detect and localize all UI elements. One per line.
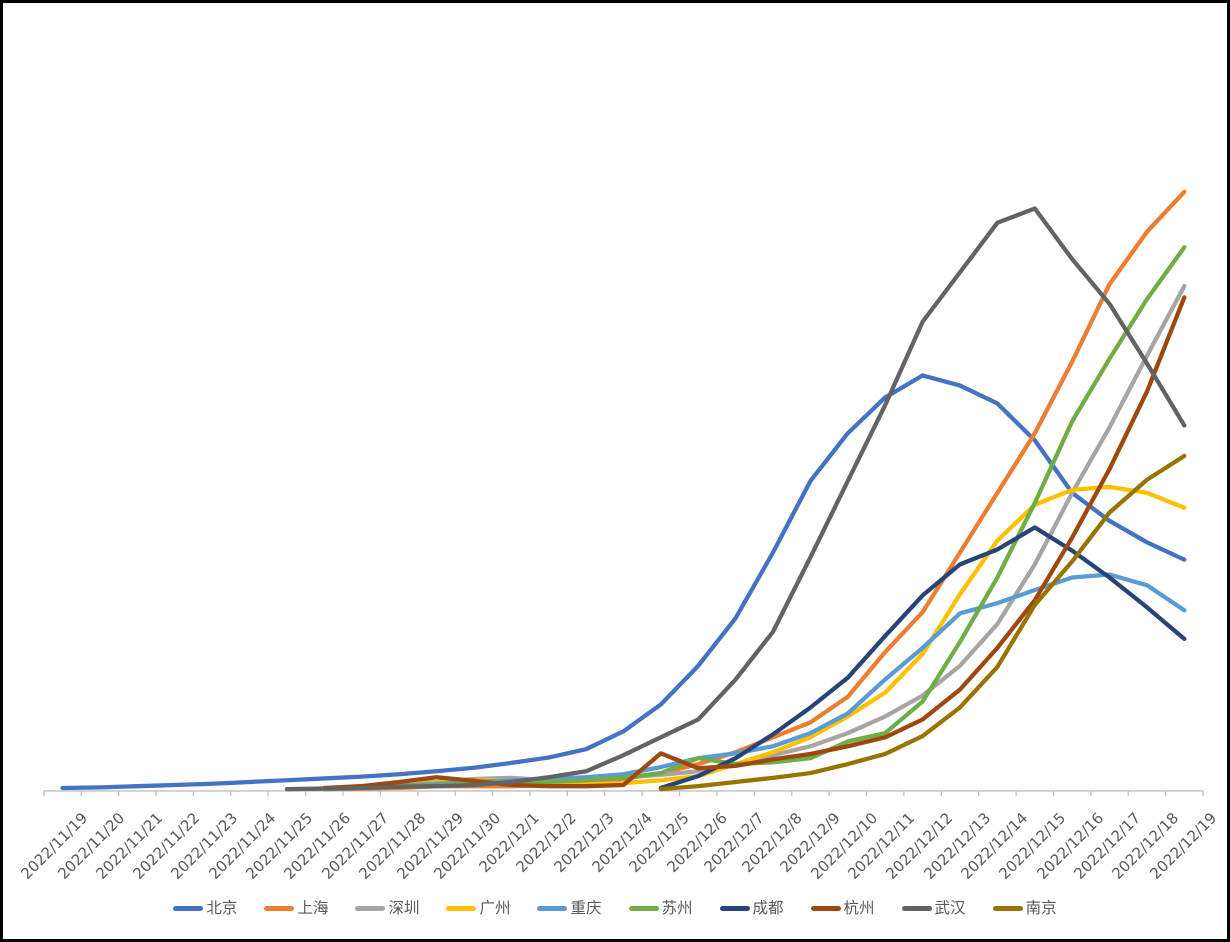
legend-swatch-shenzhen bbox=[355, 906, 386, 912]
legend-swatch-wuhan bbox=[901, 906, 932, 912]
legend-label-suzhou: 苏州 bbox=[661, 899, 693, 917]
series-line-shanghai bbox=[322, 189, 1187, 792]
legend-swatch-guangzhou bbox=[446, 906, 477, 912]
legend-swatch-nanjing bbox=[992, 906, 1023, 912]
legend-label-shenzhen: 深圳 bbox=[388, 899, 420, 917]
series-line-beijing bbox=[60, 373, 1187, 791]
legend-swatch-chongqing bbox=[537, 906, 568, 912]
legend-label-chengdu: 成都 bbox=[752, 899, 784, 917]
series-line-wuhan bbox=[284, 206, 1187, 792]
legend-swatch-hangzhou bbox=[810, 906, 841, 912]
legend-item-suzhou: 苏州 bbox=[628, 899, 693, 917]
legend-item-shenzhen: 深圳 bbox=[355, 899, 420, 917]
series-line-hangzhou bbox=[322, 295, 1187, 791]
line-chart bbox=[43, 189, 1204, 796]
legend-item-wuhan: 武汉 bbox=[901, 899, 966, 917]
legend-item-guangzhou: 广州 bbox=[446, 899, 511, 917]
legend-label-hangzhou: 杭州 bbox=[843, 899, 875, 917]
legend-item-nanjing: 南京 bbox=[992, 899, 1057, 917]
legend: 北京 上海 深圳 广州 重庆 苏州 成都 杭州 武汉 南京 bbox=[3, 899, 1227, 917]
legend-swatch-beijing bbox=[173, 906, 204, 912]
legend-label-nanjing: 南京 bbox=[1025, 899, 1057, 917]
legend-label-shanghai: 上海 bbox=[297, 899, 329, 917]
legend-swatch-shanghai bbox=[264, 906, 295, 912]
legend-swatch-chengdu bbox=[719, 906, 750, 912]
legend-label-beijing: 北京 bbox=[206, 899, 238, 917]
legend-item-chongqing: 重庆 bbox=[537, 899, 602, 917]
legend-item-shanghai: 上海 bbox=[264, 899, 329, 917]
legend-label-wuhan: 武汉 bbox=[934, 899, 966, 917]
legend-swatch-suzhou bbox=[628, 906, 659, 912]
legend-label-guangzhou: 广州 bbox=[479, 899, 511, 917]
legend-item-hangzhou: 杭州 bbox=[810, 899, 875, 917]
series-line-shenzhen bbox=[322, 283, 1187, 791]
legend-item-beijing: 北京 bbox=[173, 899, 238, 917]
series-line-chengdu bbox=[658, 525, 1187, 791]
series-line-suzhou bbox=[322, 245, 1187, 792]
series-line-nanjing bbox=[658, 453, 1187, 792]
legend-item-chengdu: 成都 bbox=[719, 899, 784, 917]
legend-label-chongqing: 重庆 bbox=[570, 899, 602, 917]
